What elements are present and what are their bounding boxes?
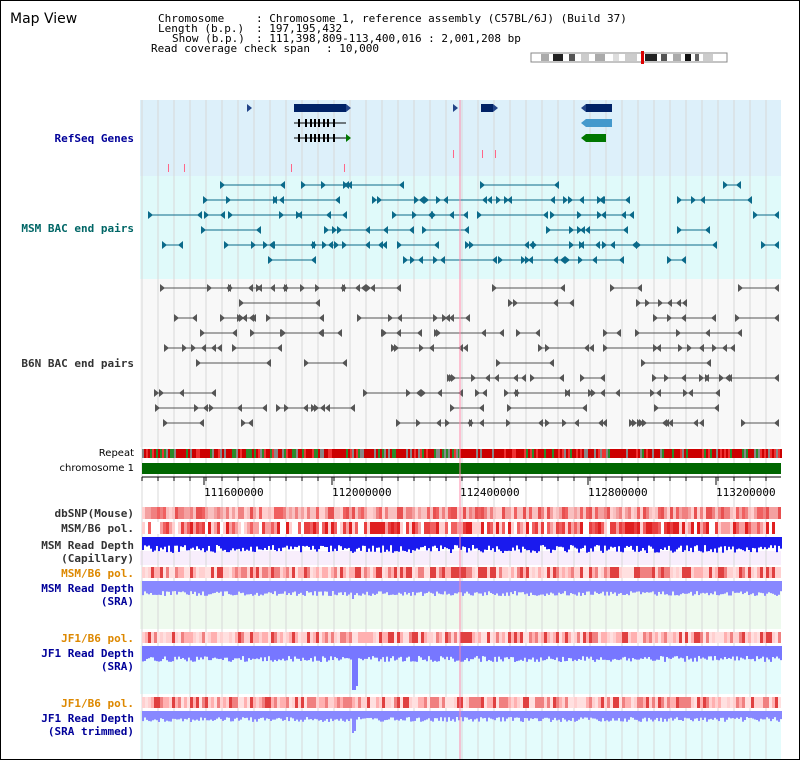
current-region-marker (641, 51, 644, 64)
snp-pol-bars (142, 507, 781, 708)
jf1-read-depth-sra-sublabel: (SRA) (100, 660, 134, 673)
length-value: : 197,195,432 (256, 22, 343, 35)
length-key: Length (b.p.) (158, 22, 245, 35)
show-value: : 111,398,809-113,400,016 : 2,001,208 bp (256, 32, 521, 45)
msm-read-depth-sra-label[interactable]: MSM Read Depth (41, 582, 134, 595)
msm-b6-pol-label-2[interactable]: MSM/B6 pol. (61, 567, 134, 580)
msm-read-depth-cap-label[interactable]: MSM Read Depth (41, 539, 134, 552)
msm-read-depth-sra-sublabel: (SRA) (100, 595, 134, 608)
read-depth-plots (142, 537, 782, 733)
chromosome-ideogram[interactable] (530, 51, 728, 64)
axis-ticks (141, 477, 767, 485)
axis-tick-label: 111600000 (204, 486, 264, 499)
chromosome-label: chromosome 1 (59, 463, 134, 474)
chromosome-bar (142, 463, 781, 474)
axis-tick-label: 113200000 (716, 486, 776, 499)
jf1-read-depth-trim-sublabel: (SRA trimmed) (47, 725, 134, 738)
refseq-genes-track[interactable] (247, 104, 612, 142)
chromosome-key: Chromosome (158, 12, 225, 25)
dbsnp-label[interactable]: dbSNP(Mouse) (54, 507, 134, 520)
msm-read-depth-cap-sublabel: (Capillary) (61, 552, 134, 565)
coverage-value: : 10,000 (326, 42, 379, 55)
jf1-b6-pol-label-1[interactable]: JF1/B6 pol. (61, 632, 134, 645)
refseq-genes-label[interactable]: RefSeq Genes (54, 132, 134, 145)
repeat-label: Repeat (98, 448, 134, 459)
msm-b6-pol-label-1[interactable]: MSM/B6 pol. (61, 522, 134, 535)
axis-tick-label: 112800000 (588, 486, 648, 499)
chromosome-value: : Chromosome 1, reference assembly (C57B… (256, 12, 627, 25)
axis-tick-label: 112000000 (332, 486, 392, 499)
b6n-bac-pairs[interactable] (154, 284, 779, 427)
show-key: Show (b.p.) (172, 32, 245, 45)
jf1-read-depth-trim-label[interactable]: JF1 Read Depth (41, 712, 134, 725)
jf1-b6-pol-label-2[interactable]: JF1/B6 pol. (61, 697, 134, 710)
refseq-marks (168, 150, 496, 172)
coverage-key: Read coverage check span (151, 42, 310, 55)
msm-bac-label[interactable]: MSM BAC end pairs (21, 222, 134, 235)
msm-bac-pairs[interactable] (148, 181, 779, 264)
repeat-track-bar (142, 449, 782, 458)
b6n-bac-label[interactable]: B6N BAC end pairs (21, 357, 134, 370)
axis-tick-label: 112400000 (460, 486, 520, 499)
map-view-title: Map View (10, 11, 78, 27)
jf1-read-depth-sra-label[interactable]: JF1 Read Depth (41, 647, 134, 660)
gene-exons (298, 119, 335, 142)
